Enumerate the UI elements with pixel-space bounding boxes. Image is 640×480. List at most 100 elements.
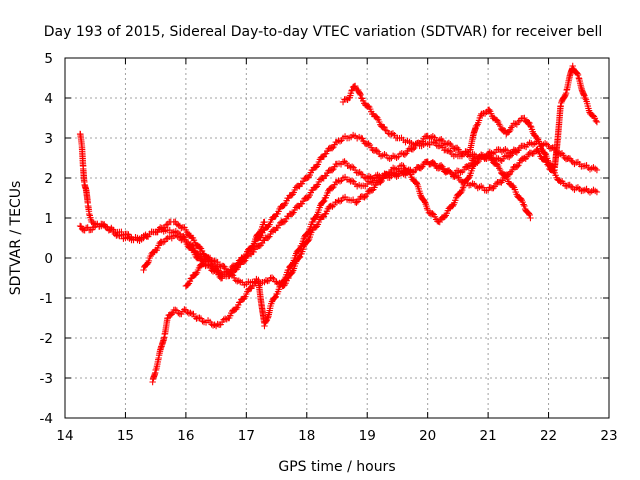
data-point: [184, 281, 192, 289]
data-point: [295, 246, 302, 254]
x-tick-label: 20: [419, 428, 436, 444]
data-point: [515, 118, 522, 126]
plot-frame: [64, 57, 610, 419]
data-point: [235, 277, 242, 284]
data-point: [342, 95, 350, 103]
series-track-f: [339, 62, 601, 174]
data-point: [342, 159, 350, 167]
data-point: [357, 170, 365, 178]
data-point: [568, 183, 575, 190]
data-point: [510, 146, 517, 153]
data-point: [296, 253, 304, 261]
data-point: [449, 202, 456, 210]
data-point: [178, 310, 185, 318]
data-point: [485, 150, 493, 157]
data-point: [509, 182, 517, 190]
data-point: [521, 202, 528, 210]
data-point: [463, 148, 471, 155]
series-track-e: [182, 146, 601, 330]
data-point: [574, 70, 581, 77]
data-point: [373, 147, 380, 154]
y-tick-label: 4: [44, 91, 53, 107]
data-point: [211, 267, 218, 274]
data-markers: [76, 62, 601, 386]
data-point: [270, 275, 277, 282]
data-point: [445, 167, 453, 175]
data-point: [271, 294, 279, 301]
data-point: [593, 188, 601, 196]
data-point: [333, 138, 341, 146]
data-point: [178, 224, 185, 232]
data-point: [211, 257, 218, 264]
data-point: [417, 164, 425, 172]
data-point: [175, 221, 182, 229]
data-point: [517, 195, 525, 203]
x-tick-label: 23: [600, 428, 617, 444]
data-point: [417, 192, 424, 199]
data-point: [534, 134, 541, 142]
data-point: [289, 260, 296, 268]
y-tick-label: 0: [44, 251, 53, 267]
data-point: [187, 275, 195, 282]
data-point: [413, 180, 421, 187]
data-point: [180, 233, 187, 240]
data-point: [111, 230, 119, 238]
data-point: [593, 166, 601, 174]
data-point: [336, 178, 344, 185]
data-point: [330, 201, 338, 209]
data-point: [190, 310, 197, 318]
data-point: [289, 210, 296, 218]
data-point: [557, 150, 564, 158]
y-tick-label: -4: [40, 411, 53, 427]
data-point: [305, 237, 312, 244]
data-point: [513, 147, 521, 155]
data-point: [252, 279, 259, 287]
data-point: [214, 258, 221, 266]
y-tick-label: -3: [40, 371, 53, 387]
data-point: [568, 157, 575, 164]
data-point: [328, 166, 336, 174]
data-point: [168, 310, 175, 318]
data-point: [509, 166, 516, 174]
data-point: [361, 194, 368, 201]
data-point: [401, 151, 409, 158]
data-point: [209, 258, 217, 265]
data-point: [328, 184, 336, 192]
data-point: [209, 322, 217, 329]
data-point: [526, 211, 533, 219]
y-tick-label: -1: [40, 291, 53, 307]
data-point: [361, 174, 368, 181]
data-point: [487, 184, 494, 191]
data-point: [562, 89, 570, 97]
data-point: [102, 223, 109, 230]
data-point: [388, 130, 395, 138]
grid-lines: [65, 58, 609, 418]
data-point: [451, 173, 458, 180]
data-point: [280, 277, 288, 284]
data-point: [409, 146, 417, 153]
data-point: [312, 213, 320, 221]
data-point: [264, 234, 272, 242]
data-point: [445, 147, 453, 154]
x-tick-labels: 14 15 16 17 18 19 20 21 22 23: [56, 428, 617, 444]
data-point: [160, 238, 167, 246]
data-point: [196, 314, 203, 321]
data-point: [436, 142, 443, 150]
data-point: [497, 122, 504, 130]
x-tick-label: 14: [56, 428, 73, 444]
data-point: [144, 260, 151, 267]
y-axis-label: SDTVAR / TECUs: [8, 181, 24, 296]
data-point: [181, 306, 188, 313]
data-point: [367, 178, 374, 185]
data-point: [460, 166, 468, 174]
data-point: [114, 232, 122, 239]
data-point: [400, 150, 407, 158]
x-tick-label: 17: [238, 428, 255, 444]
data-point: [527, 122, 534, 130]
data-point: [348, 177, 356, 184]
data-point: [356, 90, 364, 97]
data-point: [415, 163, 422, 171]
data-point: [205, 254, 212, 261]
chart-title: Day 193 of 2015, Sidereal Day-to-day VTE…: [44, 24, 603, 40]
data-point: [429, 210, 436, 217]
